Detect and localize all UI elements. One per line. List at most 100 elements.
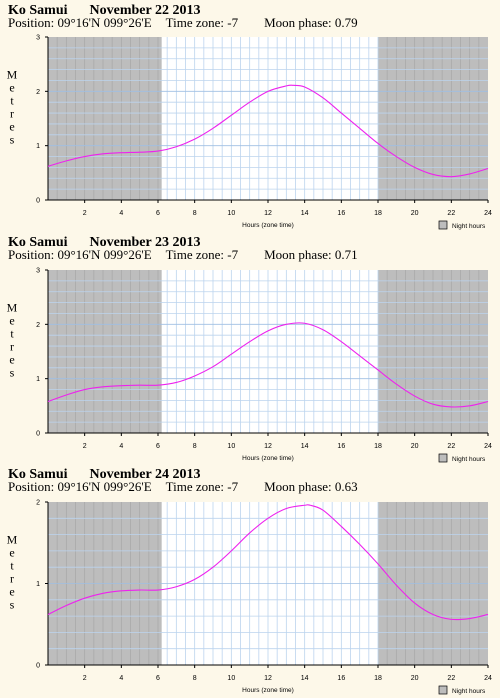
location-name: Ko Samui [8,235,68,250]
y-axis-label-letter: e [9,353,14,367]
tide-panel-1: Ko Samui November 22 2013 Position: 09°16… [0,0,500,232]
y-axis-label-letter: t [10,94,14,108]
y-tick-label: 1 [36,581,40,588]
x-tick-label: 8 [193,210,197,217]
x-tick-label: 14 [301,443,309,450]
y-tick-label: 0 [36,431,40,438]
night-shading [48,37,162,200]
x-tick-label: 18 [374,443,382,450]
legend-swatch [438,453,448,463]
x-tick-label: 6 [156,443,160,450]
x-tick-label: 10 [227,443,235,450]
y-tick-label: 0 [36,198,40,205]
y-axis-label-letter: r [10,107,14,121]
panel-info: Position: 09°16'N 099°26'E Time zone: -7 M… [8,247,358,263]
x-tick-label: 2 [83,443,87,450]
x-tick-label: 8 [193,675,197,682]
y-axis-label-letter: e [9,81,14,95]
y-tick-label: 2 [36,322,40,329]
legend-label: Night hours [452,688,486,695]
x-tick-label: 24 [484,675,492,682]
y-axis-label-letter: s [10,133,15,147]
chart-date: November 22 2013 [89,3,201,18]
position-text: Position: 09°16'N 099°26'E [8,15,152,30]
x-tick-label: 24 [484,443,492,450]
y-axis-label-letter: e [9,546,14,560]
x-tick-label: 22 [447,210,455,217]
x-tick-label: 2 [83,675,87,682]
panel-title: Ko Samui November 23 2013 [8,235,200,251]
x-tick-label: 22 [447,443,455,450]
legend-label: Night hours [452,456,486,463]
y-axis-label-letter: t [10,327,14,341]
y-axis-label-letter: t [10,559,14,573]
x-tick-label: 14 [301,675,309,682]
moon-phase-text: Moon phase: 0.63 [264,479,358,494]
time-zone-text: Time zone: -7 [165,15,239,30]
night-shading [48,270,162,433]
y-axis-label-letter: M [7,68,18,82]
y-tick-label: 3 [36,268,40,275]
legend-label: Night hours [452,223,486,230]
time-zone-text: Time zone: -7 [165,479,239,494]
tide-curve [47,322,489,408]
x-axis-label: Hours (zone time) [242,455,294,462]
location-name: Ko Samui [8,467,68,482]
y-tick-label: 3 [36,35,40,42]
moon-phase-text: Moon phase: 0.79 [264,15,358,30]
panel-info: Position: 09°16'N 099°26'E Time zone: -7 M… [8,15,358,31]
y-axis-label-letter: s [10,598,15,612]
x-axis-label: Hours (zone time) [242,222,294,229]
legend-swatch [438,220,448,230]
moon-phase-text: Moon phase: 0.71 [264,247,358,262]
position-text: Position: 09°16'N 099°26'E [8,247,152,262]
tide-curve [47,504,489,621]
x-tick-label: 16 [337,443,345,450]
x-tick-label: 4 [119,443,123,450]
y-axis-label-letter: M [7,533,18,547]
y-tick-label: 0 [36,663,40,670]
y-tick-label: 1 [36,143,40,150]
legend-swatch [438,685,448,695]
x-tick-label: 12 [264,443,272,450]
x-tick-label: 24 [484,210,492,217]
panel-title: Ko Samui November 22 2013 [8,3,200,19]
x-tick-label: 18 [374,675,382,682]
panel-info: Position: 09°16'N 099°26'E Time zone: -7 M… [8,479,358,495]
y-axis-label-letter: e [9,314,14,328]
x-tick-label: 20 [411,443,419,450]
x-axis-label: Hours (zone time) [242,687,294,694]
x-tick-label: 14 [301,210,309,217]
x-tick-label: 18 [374,210,382,217]
x-tick-label: 16 [337,210,345,217]
tide-curve [47,84,489,178]
y-tick-label: 2 [36,500,40,507]
location-name: Ko Samui [8,3,68,18]
x-tick-label: 6 [156,210,160,217]
x-tick-label: 16 [337,675,345,682]
chart-date: November 24 2013 [89,467,201,482]
x-tick-label: 6 [156,675,160,682]
x-tick-label: 4 [119,210,123,217]
x-tick-label: 4 [119,675,123,682]
x-tick-label: 10 [227,675,235,682]
x-tick-label: 12 [264,675,272,682]
y-axis-label-letter: M [7,301,18,315]
y-tick-label: 2 [36,89,40,96]
y-axis-label-letter: e [9,120,14,134]
position-text: Position: 09°16'N 099°26'E [8,479,152,494]
panel-title: Ko Samui November 24 2013 [8,467,200,483]
x-tick-label: 12 [264,210,272,217]
y-axis-label-letter: r [10,340,14,354]
chart-date: November 23 2013 [89,235,201,250]
x-tick-label: 20 [411,210,419,217]
y-tick-label: 1 [36,376,40,383]
x-tick-label: 2 [83,210,87,217]
y-axis-label-letter: s [10,366,15,380]
x-tick-label: 20 [411,675,419,682]
x-tick-label: 22 [447,675,455,682]
tide-panel-2: Ko Samui November 23 2013 Position: 09°16… [7,235,492,464]
